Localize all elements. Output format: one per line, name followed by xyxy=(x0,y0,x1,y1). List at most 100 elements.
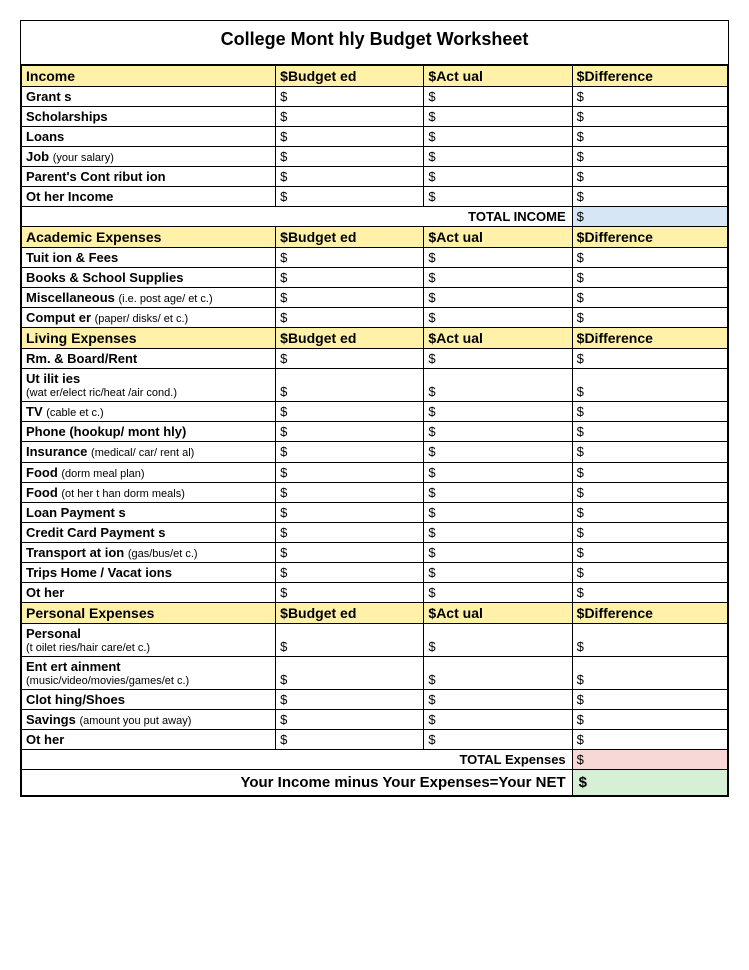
cell-budgeted[interactable]: $ xyxy=(276,248,424,268)
cell-budgeted[interactable]: $ xyxy=(276,562,424,582)
cell-actual[interactable]: $ xyxy=(424,562,572,582)
cell-difference[interactable]: $ xyxy=(572,87,727,107)
cell-difference[interactable]: $ xyxy=(572,308,727,328)
cell-actual[interactable]: $ xyxy=(424,187,572,207)
section-header-label: Income xyxy=(22,66,276,87)
cell-difference[interactable]: $ xyxy=(572,689,727,709)
cell-budgeted[interactable]: $ xyxy=(276,107,424,127)
cell-difference[interactable]: $ xyxy=(572,268,727,288)
cell-actual[interactable]: $ xyxy=(424,542,572,562)
cell-actual[interactable]: $ xyxy=(424,107,572,127)
col-header-difference: $Difference xyxy=(572,227,727,248)
cell-budgeted[interactable]: $ xyxy=(276,582,424,602)
cell-difference[interactable]: $ xyxy=(572,522,727,542)
cell-actual[interactable]: $ xyxy=(424,422,572,442)
cell-budgeted[interactable]: $ xyxy=(276,482,424,502)
cell-difference[interactable]: $ xyxy=(572,147,727,167)
cell-budgeted[interactable]: $ xyxy=(276,623,424,656)
cell-budgeted[interactable]: $ xyxy=(276,127,424,147)
cell-actual[interactable]: $ xyxy=(424,268,572,288)
section-header-label: Personal Expenses xyxy=(22,602,276,623)
cell-difference[interactable]: $ xyxy=(572,248,727,268)
cell-difference[interactable]: $ xyxy=(572,623,727,656)
cell-budgeted[interactable]: $ xyxy=(276,349,424,369)
cell-budgeted[interactable]: $ xyxy=(276,288,424,308)
cell-budgeted[interactable]: $ xyxy=(276,462,424,482)
cell-actual[interactable]: $ xyxy=(424,729,572,749)
col-header-budgeted: $Budget ed xyxy=(276,328,424,349)
cell-actual[interactable]: $ xyxy=(424,582,572,602)
total-expenses-value[interactable]: $ xyxy=(572,749,727,769)
cell-actual[interactable]: $ xyxy=(424,248,572,268)
cell-difference[interactable]: $ xyxy=(572,402,727,422)
cell-budgeted[interactable]: $ xyxy=(276,167,424,187)
cell-actual[interactable]: $ xyxy=(424,402,572,422)
row-label: Transport at ion (gas/bus/et c.) xyxy=(22,542,276,562)
cell-actual[interactable]: $ xyxy=(424,709,572,729)
cell-difference[interactable]: $ xyxy=(572,709,727,729)
cell-difference[interactable]: $ xyxy=(572,482,727,502)
cell-difference[interactable]: $ xyxy=(572,442,727,462)
cell-difference[interactable]: $ xyxy=(572,127,727,147)
cell-difference[interactable]: $ xyxy=(572,562,727,582)
cell-actual[interactable]: $ xyxy=(424,369,572,402)
cell-budgeted[interactable]: $ xyxy=(276,402,424,422)
cell-difference[interactable]: $ xyxy=(572,462,727,482)
cell-budgeted[interactable]: $ xyxy=(276,268,424,288)
cell-actual[interactable]: $ xyxy=(424,482,572,502)
cell-difference[interactable]: $ xyxy=(572,422,727,442)
col-header-budgeted: $Budget ed xyxy=(276,227,424,248)
cell-budgeted[interactable]: $ xyxy=(276,522,424,542)
cell-budgeted[interactable]: $ xyxy=(276,308,424,328)
row-label: Ot her xyxy=(22,729,276,749)
cell-budgeted[interactable]: $ xyxy=(276,87,424,107)
cell-actual[interactable]: $ xyxy=(424,167,572,187)
cell-difference[interactable]: $ xyxy=(572,288,727,308)
cell-difference[interactable]: $ xyxy=(572,349,727,369)
cell-difference[interactable]: $ xyxy=(572,656,727,689)
row-label: Job (your salary) xyxy=(22,147,276,167)
cell-difference[interactable]: $ xyxy=(572,167,727,187)
cell-actual[interactable]: $ xyxy=(424,147,572,167)
cell-actual[interactable]: $ xyxy=(424,87,572,107)
cell-budgeted[interactable]: $ xyxy=(276,542,424,562)
total-income-value[interactable]: $ xyxy=(572,207,727,227)
cell-actual[interactable]: $ xyxy=(424,308,572,328)
cell-difference[interactable]: $ xyxy=(572,582,727,602)
cell-actual[interactable]: $ xyxy=(424,127,572,147)
cell-actual[interactable]: $ xyxy=(424,522,572,542)
row-label: TV (cable et c.) xyxy=(22,402,276,422)
cell-budgeted[interactable]: $ xyxy=(276,656,424,689)
cell-difference[interactable]: $ xyxy=(572,107,727,127)
row-label: Clot hing/Shoes xyxy=(22,689,276,709)
cell-budgeted[interactable]: $ xyxy=(276,147,424,167)
col-header-budgeted: $Budget ed xyxy=(276,66,424,87)
col-header-difference: $Difference xyxy=(572,328,727,349)
cell-budgeted[interactable]: $ xyxy=(276,187,424,207)
row-label: Rm. & Board/Rent xyxy=(22,349,276,369)
cell-difference[interactable]: $ xyxy=(572,187,727,207)
cell-budgeted[interactable]: $ xyxy=(276,709,424,729)
cell-budgeted[interactable]: $ xyxy=(276,729,424,749)
cell-actual[interactable]: $ xyxy=(424,689,572,709)
cell-actual[interactable]: $ xyxy=(424,442,572,462)
cell-difference[interactable]: $ xyxy=(572,542,727,562)
cell-budgeted[interactable]: $ xyxy=(276,369,424,402)
cell-actual[interactable]: $ xyxy=(424,288,572,308)
cell-difference[interactable]: $ xyxy=(572,502,727,522)
cell-actual[interactable]: $ xyxy=(424,623,572,656)
net-value[interactable]: $ xyxy=(572,769,727,795)
col-header-budgeted: $Budget ed xyxy=(276,602,424,623)
cell-budgeted[interactable]: $ xyxy=(276,442,424,462)
cell-actual[interactable]: $ xyxy=(424,349,572,369)
cell-difference[interactable]: $ xyxy=(572,369,727,402)
cell-actual[interactable]: $ xyxy=(424,462,572,482)
cell-budgeted[interactable]: $ xyxy=(276,422,424,442)
cell-actual[interactable]: $ xyxy=(424,502,572,522)
cell-budgeted[interactable]: $ xyxy=(276,502,424,522)
cell-actual[interactable]: $ xyxy=(424,656,572,689)
cell-difference[interactable]: $ xyxy=(572,729,727,749)
row-label: Food (ot her t han dorm meals) xyxy=(22,482,276,502)
row-label: Tuit ion & Fees xyxy=(22,248,276,268)
cell-budgeted[interactable]: $ xyxy=(276,689,424,709)
